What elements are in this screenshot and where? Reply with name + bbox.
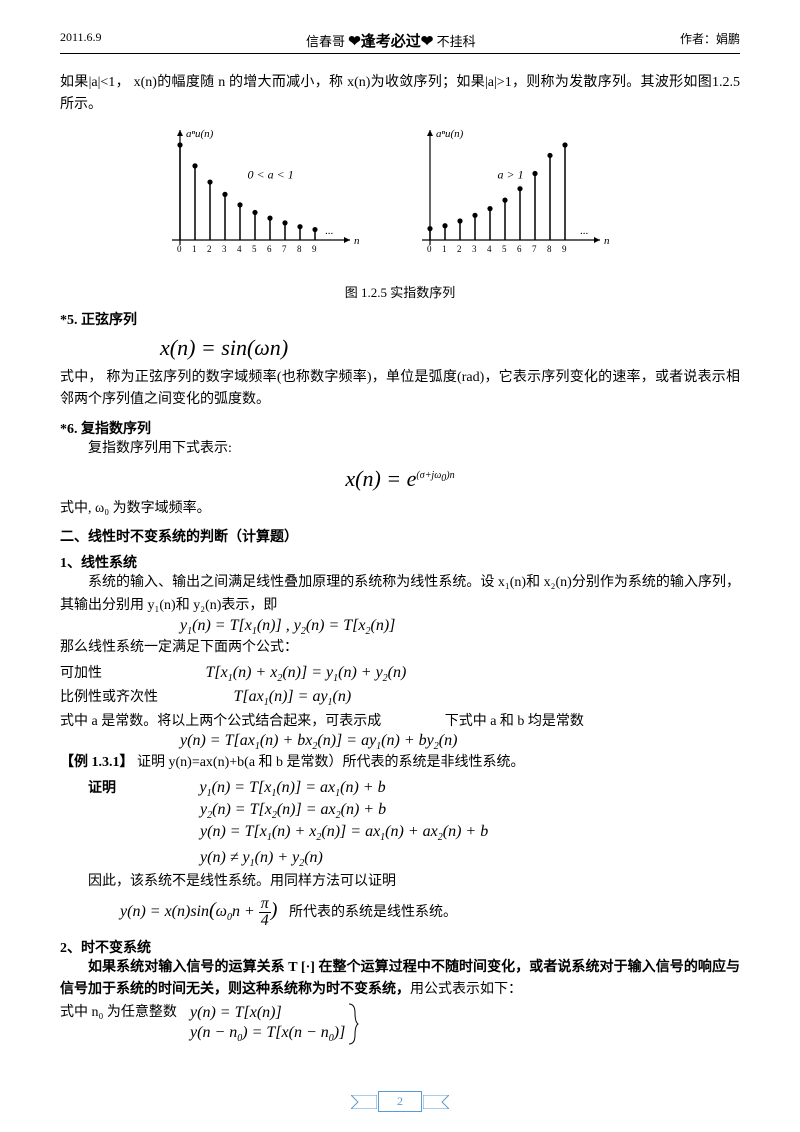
proof-block: 证明 y1(n) = T[x1(n)] = ax1(n) + b y2(n) =… xyxy=(60,777,740,870)
svg-text:a > 1: a > 1 xyxy=(498,167,524,181)
sec6-line2: 式中, ω₀ 为数字域频率。 xyxy=(60,498,740,520)
example-eq5-line: y(n) = x(n)sin(ω0n + π4) 所代表的系统是线性系统。 xyxy=(60,896,740,929)
page-header: 2011.6.9 信春哥 ❤逢考必过❤ 不挂科 作者：娟鹏 xyxy=(60,30,740,54)
sec-linear-title: 二、线性时不变系统的判断（计算题） xyxy=(60,526,740,546)
svg-text:5: 5 xyxy=(252,244,257,254)
svg-text:4: 4 xyxy=(237,244,242,254)
sec6-formula: x(n) = e(σ+jω0)n xyxy=(60,466,740,492)
header-author: 作者：娟鹏 xyxy=(680,30,740,51)
svg-text:6: 6 xyxy=(267,244,272,254)
page-footer: 2 xyxy=(0,1091,800,1112)
sec6-line1: 复指数序列用下式表示: xyxy=(60,438,740,460)
svg-text:5: 5 xyxy=(502,244,507,254)
sec6-title: *6. 复指数序列 xyxy=(60,418,740,438)
svg-text:4: 4 xyxy=(487,244,492,254)
svg-text:7: 7 xyxy=(282,244,287,254)
sec5-title: *5. 正弦序列 xyxy=(60,309,740,329)
svg-text:1: 1 xyxy=(442,244,447,254)
ti-title: 2、时不变系统 xyxy=(60,937,740,957)
header-center: 信春哥 ❤逢考必过❤ 不挂科 xyxy=(306,30,476,51)
sec5-formula: x(n) = sin(ωn) xyxy=(60,335,740,361)
svg-text:7: 7 xyxy=(532,244,537,254)
svg-text:0: 0 xyxy=(427,244,432,254)
linear-p1: 系统的输入、输出之间满足线性叠加原理的系统称为线性系统。设 x₁(n)和 x₂(… xyxy=(60,572,740,617)
combined-line: 式中 a 是常数。将以上两个公式结合起来，可表示成 下式中 a 和 b 均是常数 xyxy=(60,710,740,730)
sec-linear-sub1: 1、线性系统 xyxy=(60,552,740,572)
brace-icon xyxy=(347,1002,359,1046)
svg-text:2: 2 xyxy=(207,244,212,254)
svg-text:8: 8 xyxy=(297,244,302,254)
svg-text:2: 2 xyxy=(457,244,462,254)
figure-caption: 图 1.2.5 实指数序列 xyxy=(60,282,740,301)
svg-text:6: 6 xyxy=(517,244,522,254)
ti-eq-block: 式中 n₀ 为任意整数 y(n) = T[x(n)] y(n − n0) = T… xyxy=(60,1002,740,1046)
svg-text:1: 1 xyxy=(192,244,197,254)
intro-text: 如果|a|<1， x(n)的幅度随 n 的增大而减小，称 x(n)为收敛序列；如… xyxy=(60,72,740,117)
svg-text:3: 3 xyxy=(472,244,477,254)
example-conclusion: 因此，该系统不是线性系统。用同样方法可以证明 xyxy=(60,871,740,893)
svg-text:aⁿu(n): aⁿu(n) xyxy=(436,128,464,140)
svg-text:...: ... xyxy=(325,225,334,237)
ribbon-right-icon xyxy=(423,1095,449,1109)
figure-1-2-5: aⁿu(n)0 < a < 10123456789...naⁿu(n)a > 1… xyxy=(60,125,740,301)
header-date: 2011.6.9 xyxy=(60,30,102,51)
page-root: 2011.6.9 信春哥 ❤逢考必过❤ 不挂科 作者：娟鹏 如果|a|<1， x… xyxy=(0,0,800,1132)
svg-text:0 < a < 1: 0 < a < 1 xyxy=(248,167,294,181)
linear-eq1: y1(n) = T[x1(n)] , y2(n) = T[x2(n)] xyxy=(60,617,740,637)
example-block: 【例 1.3.1】 证明 y(n)=ax(n)+b(a 和 b 是常数）所代表的… xyxy=(60,752,740,774)
svg-text:8: 8 xyxy=(547,244,552,254)
svg-text:3: 3 xyxy=(222,244,227,254)
page-number: 2 xyxy=(378,1091,422,1112)
linear-p2: 那么线性系统一定满足下面两个公式： xyxy=(60,637,740,659)
svg-text:...: ... xyxy=(580,225,589,237)
combined-eq: y(n) = T[ax1(n) + bx2(n)] = ay1(n) + by2… xyxy=(60,732,740,752)
homogeneity-line: 比例性或齐次性 T[ax1(n)] = ay1(n) xyxy=(60,686,740,708)
additivity-line: 可加性 T[x1(n) + x2(n)] = y1(n) + y2(n) xyxy=(60,662,740,684)
stem-plot-svg: aⁿu(n)0 < a < 10123456789...naⁿu(n)a > 1… xyxy=(150,125,650,275)
ti-p1: 如果系统对输入信号的运算关系 T [·] 在整个运算过程中不随时间变化，或者说系… xyxy=(60,957,740,1002)
svg-text:0: 0 xyxy=(177,244,182,254)
sec5-text: 式中， 称为正弦序列的数字域频率(也称数字频率)，单位是弧度(rad)，它表示序… xyxy=(60,367,740,412)
ribbon-left-icon xyxy=(351,1095,377,1109)
svg-text:n: n xyxy=(604,235,610,247)
svg-text:9: 9 xyxy=(312,244,317,254)
svg-text:aⁿu(n): aⁿu(n) xyxy=(186,128,214,140)
svg-text:9: 9 xyxy=(562,244,567,254)
svg-text:n: n xyxy=(354,235,360,247)
